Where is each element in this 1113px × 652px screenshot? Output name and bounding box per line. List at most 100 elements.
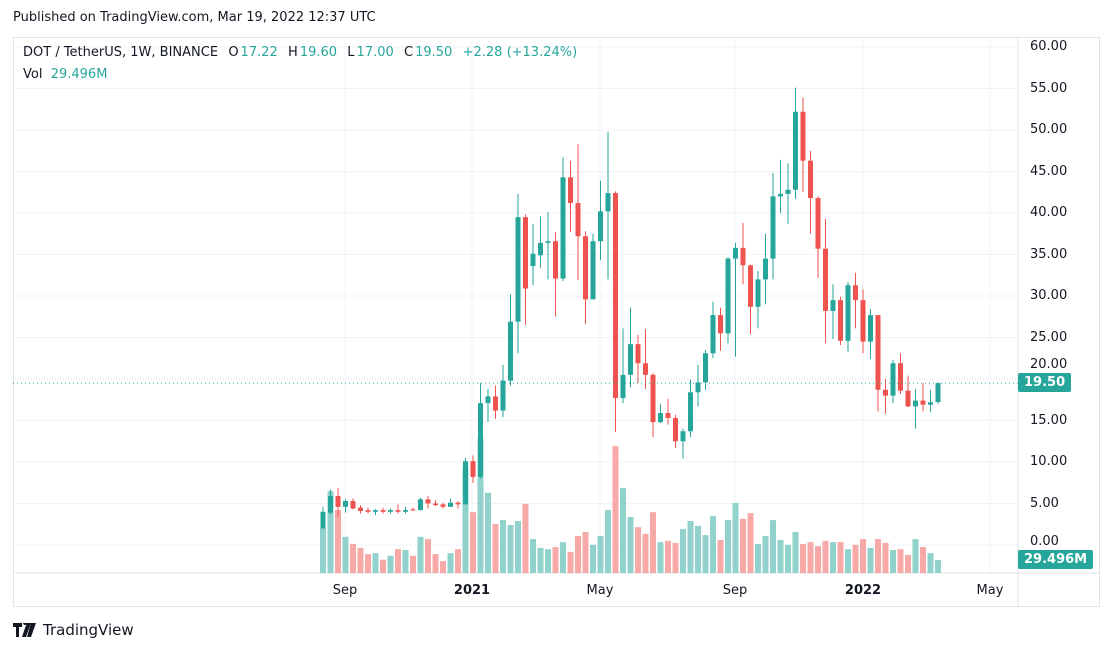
volume-bar <box>687 521 694 573</box>
candle-body <box>395 510 401 512</box>
volume-bar <box>920 547 926 573</box>
candle-body <box>740 247 746 266</box>
volume-bar <box>815 546 821 573</box>
volume-bar <box>395 549 401 573</box>
volume-bar <box>402 550 409 573</box>
candle-body <box>793 111 798 190</box>
candle-body <box>523 217 528 289</box>
candle-body <box>755 279 761 307</box>
volume-bar <box>680 528 686 573</box>
candle-body <box>875 315 881 390</box>
candle-body <box>905 390 911 407</box>
candle-body <box>688 392 693 432</box>
volume-bar <box>837 542 844 573</box>
volume-bar <box>927 553 934 573</box>
candle-body <box>770 196 776 259</box>
symbol-title[interactable]: DOT / TetherUS, 1W, BINANCE <box>23 45 219 60</box>
volume-bar <box>747 513 754 573</box>
volume-bar <box>410 555 416 573</box>
volume-bar <box>545 549 551 573</box>
volume-bar <box>785 544 791 573</box>
volume-bar <box>567 551 574 573</box>
volume-bar <box>657 542 664 573</box>
candle-body <box>478 403 483 477</box>
volume-bar <box>650 512 656 573</box>
volume-bar <box>710 516 716 573</box>
volume-bar <box>732 502 739 573</box>
candle-body <box>418 499 423 511</box>
candle-body <box>733 247 738 259</box>
candle-body <box>845 285 851 341</box>
volume-bar <box>552 547 559 573</box>
candle-body <box>358 507 363 511</box>
published-note: Published on TradingView.com, Mar 19, 20… <box>13 10 376 25</box>
low-value: 17.00 <box>356 45 394 60</box>
time-tick-label: 2021 <box>453 583 491 598</box>
volume-bar <box>627 517 634 573</box>
volume-bar <box>327 491 334 573</box>
candle-body <box>553 241 558 279</box>
volume-bar <box>597 535 604 573</box>
volume-bar <box>935 560 941 573</box>
volume-bar <box>822 540 829 573</box>
price-tick-label: 0.00 <box>1030 534 1059 549</box>
time-tick-label: 2022 <box>844 583 882 598</box>
candle-body <box>860 300 866 342</box>
low-label: L <box>347 45 355 60</box>
volume-bar <box>665 540 671 573</box>
candle-body <box>455 502 461 505</box>
candle-body <box>928 402 933 405</box>
candle-body <box>590 241 596 300</box>
candle-body <box>718 315 723 334</box>
volume-legend: Vol 29.496M <box>23 67 107 82</box>
volume-bar <box>477 438 484 573</box>
candle-body <box>808 160 813 199</box>
candle-body <box>613 193 618 399</box>
candle-body <box>710 315 716 354</box>
candle-body <box>800 111 806 161</box>
candle-body <box>815 198 821 249</box>
candle-body <box>403 510 408 512</box>
candle-body <box>920 400 926 405</box>
candle-body <box>343 501 348 507</box>
candle-body <box>388 510 393 512</box>
tradingview-logo[interactable]: TradingView <box>13 621 134 639</box>
candle-body <box>530 253 536 267</box>
volume-bar <box>852 544 859 573</box>
candle-body <box>680 431 686 442</box>
candle-body <box>508 321 513 381</box>
volume-bar <box>890 550 896 573</box>
candle-body <box>650 374 656 423</box>
last-price-tag: 19.50 <box>1018 373 1072 392</box>
volume-bar <box>762 535 769 573</box>
tradingview-logo-icon <box>13 623 36 637</box>
candle-body <box>913 400 918 407</box>
candle-body <box>673 418 678 442</box>
volume-bar <box>440 561 446 573</box>
volume-bar <box>912 539 919 573</box>
candle-body <box>853 285 858 301</box>
chart-frame <box>13 37 1100 607</box>
volume-bar <box>342 536 349 573</box>
price-tick-label: 45.00 <box>1030 163 1068 179</box>
open-label: O <box>228 45 239 60</box>
candle-body <box>748 265 753 307</box>
open-value: 17.22 <box>240 45 278 60</box>
candle-body <box>425 499 431 504</box>
candle-body <box>365 510 371 512</box>
volume-bar <box>830 542 836 573</box>
volume-bar <box>365 554 371 573</box>
volume-bar <box>357 547 364 573</box>
volume-bar <box>590 544 596 573</box>
volume-bar <box>702 535 709 573</box>
price-tick-label: 40.00 <box>1030 205 1068 220</box>
volume-bar <box>897 549 904 573</box>
symbol-legend: DOT / TetherUS, 1W, BINANCE O 17.22 H 19.6… <box>23 45 579 60</box>
candle-body <box>763 258 768 280</box>
last-volume-tag: 29.496M <box>1018 550 1094 569</box>
price-tick-label: 50.00 <box>1030 122 1068 137</box>
candle-body <box>785 189 791 194</box>
price-tick-label: 30.00 <box>1030 288 1068 303</box>
price-chart[interactable] <box>13 37 1100 607</box>
volume-bar <box>717 539 724 573</box>
